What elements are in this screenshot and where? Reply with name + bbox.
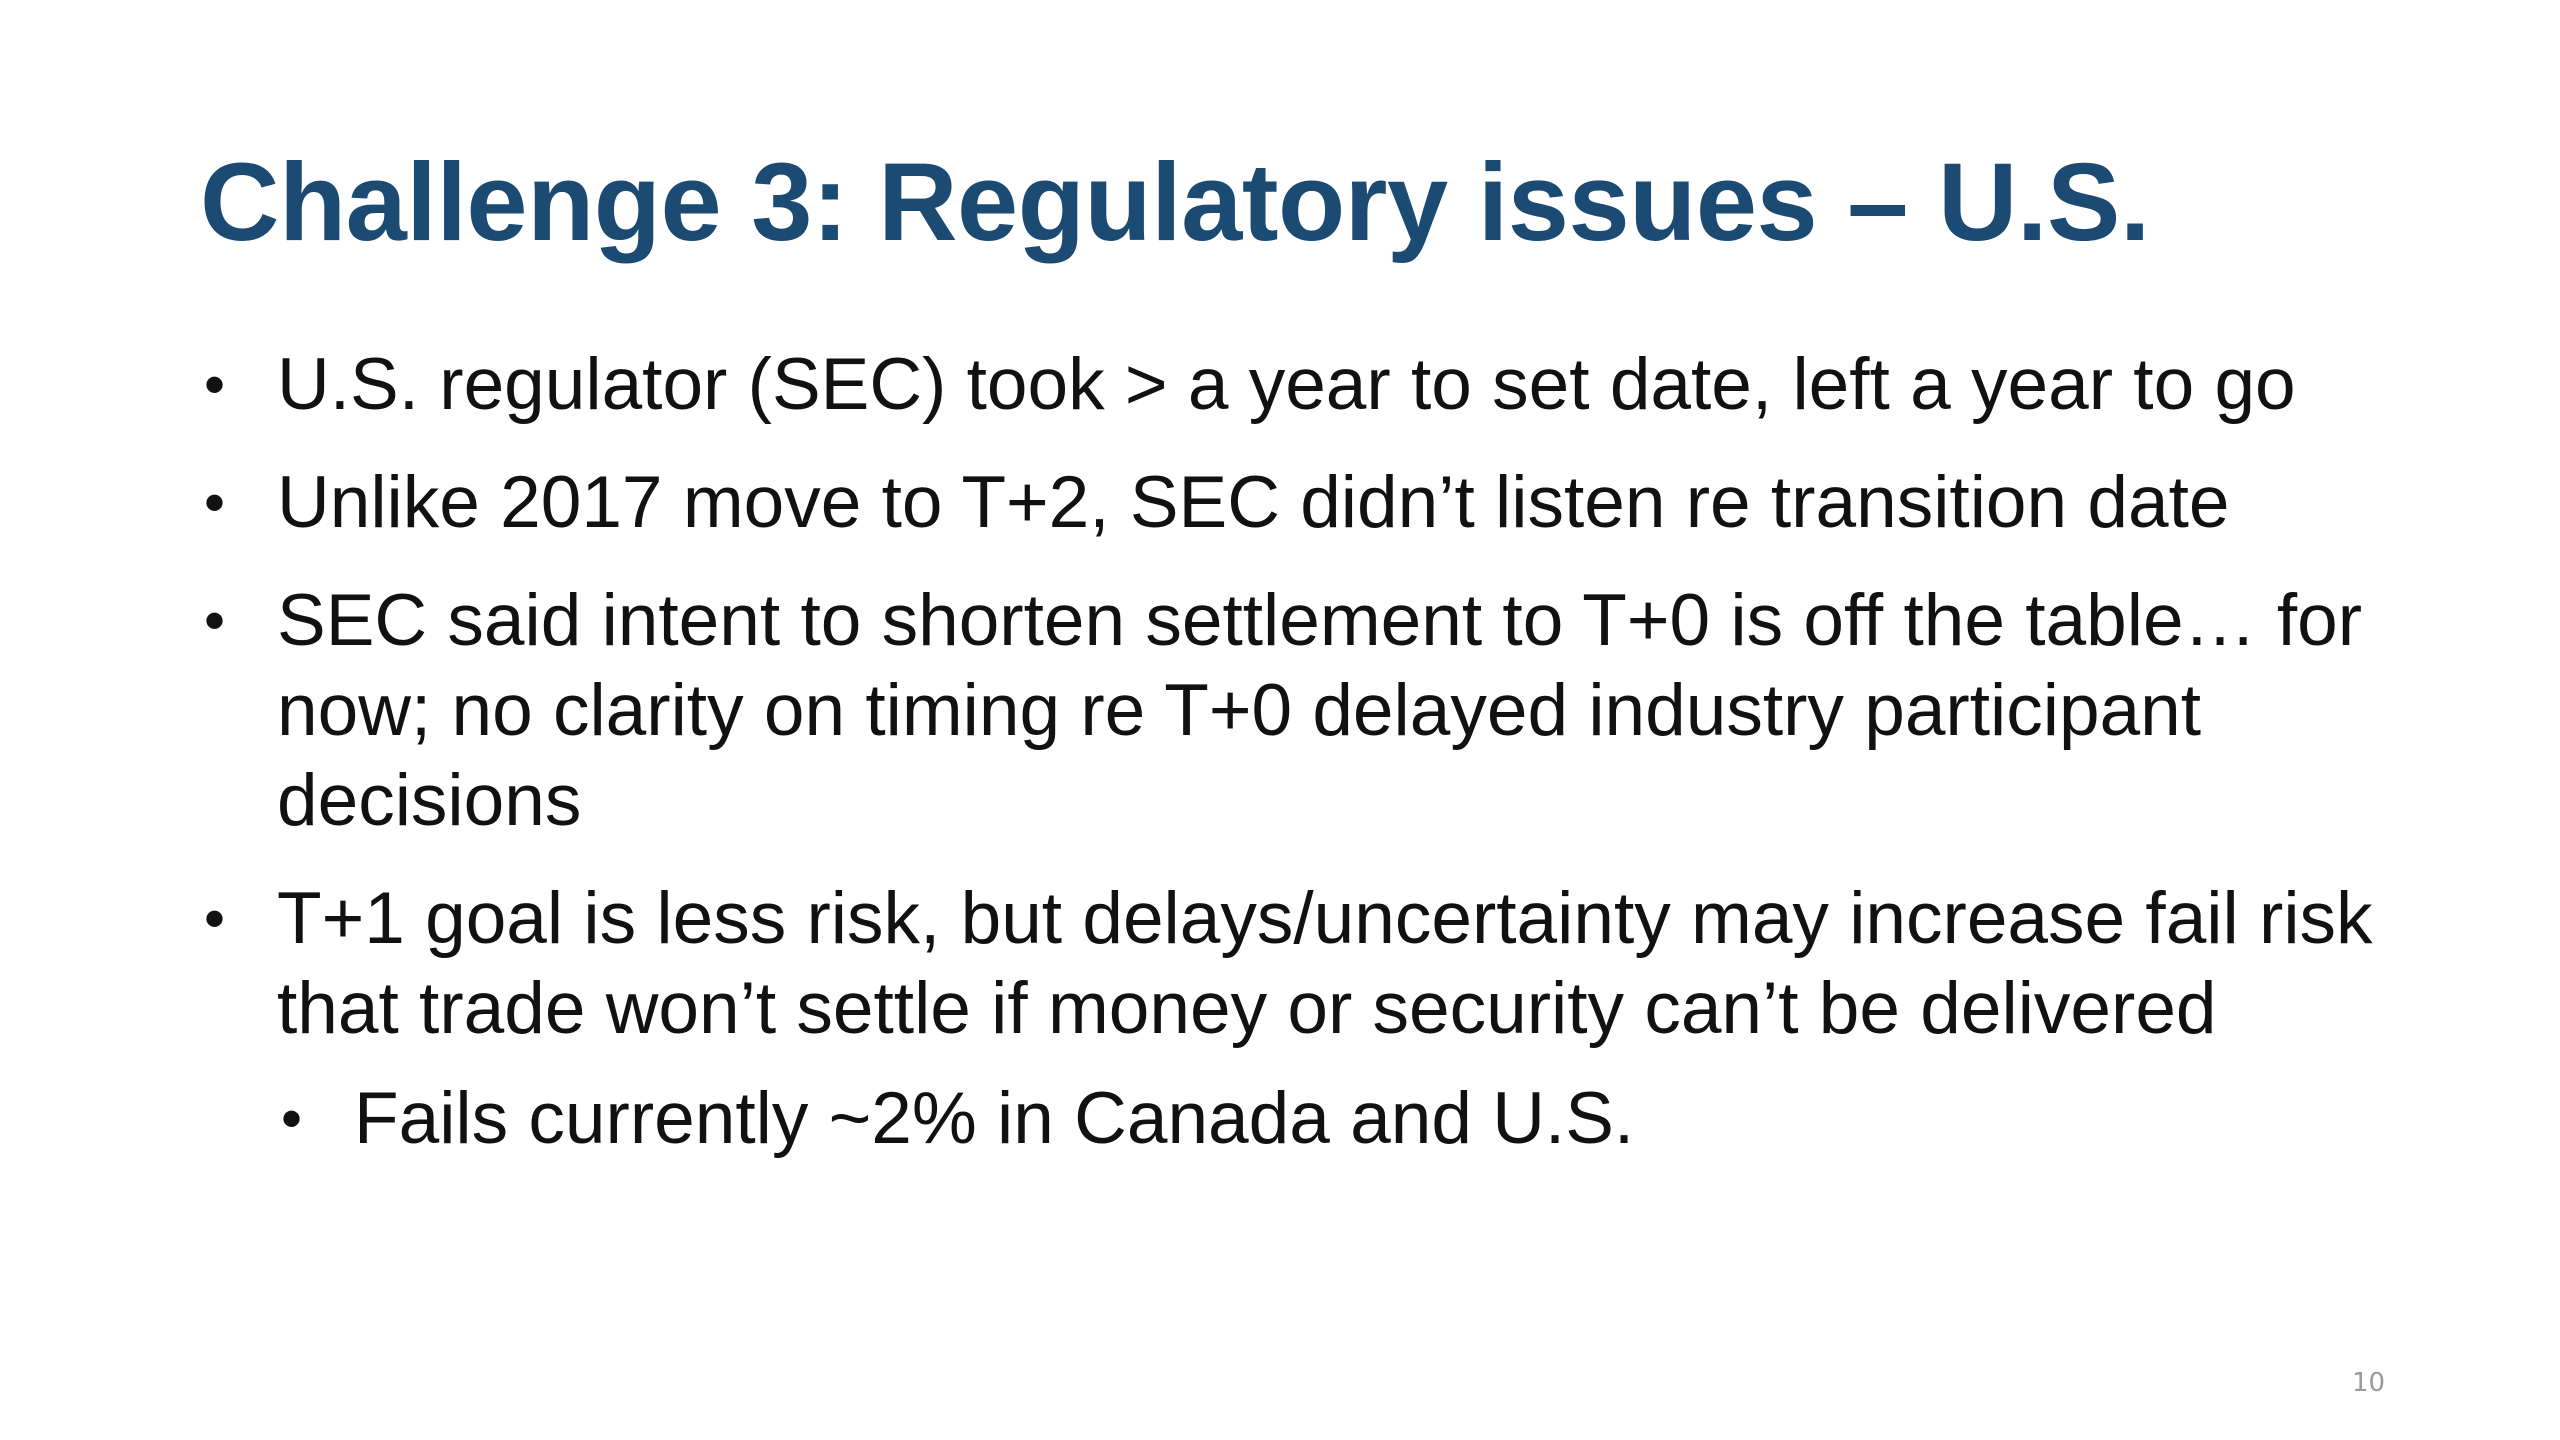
bullet-item: • Unlike 2017 move to T+2, SEC didn’t li… xyxy=(200,458,2500,548)
bullet-list: • U.S. regulator (SEC) took > a year to … xyxy=(200,340,2500,1164)
bullet-marker-icon: • xyxy=(204,587,226,654)
bullet-marker-icon: • xyxy=(204,885,226,952)
sub-bullet-item: • Fails currently ~2% in Canada and U.S. xyxy=(277,1074,2500,1164)
sub-bullet-marker-icon: • xyxy=(281,1085,303,1152)
bullet-text: U.S. regulator (SEC) took > a year to se… xyxy=(277,344,2296,425)
bullet-text: T+1 goal is less risk, but delays/uncert… xyxy=(277,878,2373,1049)
bullet-item: • U.S. regulator (SEC) took > a year to … xyxy=(200,340,2500,430)
bullet-marker-icon: • xyxy=(204,469,226,536)
slide-title: Challenge 3: Regulatory issues – U.S. xyxy=(200,141,2150,264)
sub-bullet-text: Fails currently ~2% in Canada and U.S. xyxy=(354,1078,1635,1159)
bullet-text: SEC said intent to shorten settlement to… xyxy=(277,580,2363,841)
page-number: 10 xyxy=(2352,1368,2386,1398)
bullet-item: • SEC said intent to shorten settlement … xyxy=(200,576,2500,846)
bullet-marker-icon: • xyxy=(204,351,226,418)
bullet-text: Unlike 2017 move to T+2, SEC didn’t list… xyxy=(277,462,2230,543)
bullet-item: • T+1 goal is less risk, but delays/unce… xyxy=(200,874,2500,1054)
